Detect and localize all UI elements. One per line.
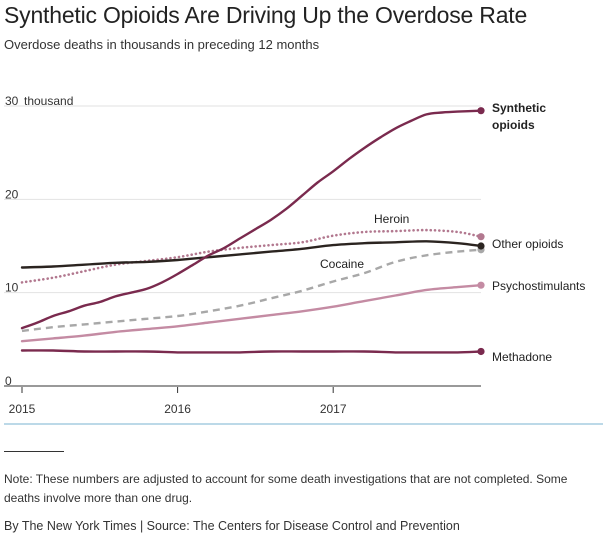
series-label-cocaine: Cocaine: [320, 257, 364, 271]
chart-subtitle: Overdose deaths in thousands in precedin…: [4, 37, 320, 52]
y-unit-label: thousand: [24, 94, 73, 108]
y-tick-label: 10: [5, 281, 19, 295]
chart-title: Synthetic Opioids Are Driving Up the Ove…: [4, 2, 528, 28]
x-tick-label: 2015: [9, 402, 36, 416]
footnote-divider: [4, 451, 64, 452]
series-label-heroin: Heroin: [374, 212, 409, 226]
series-line-other-opioids: [20, 240, 483, 269]
series-end-marker-methadone: [477, 347, 485, 356]
y-tick-label: 30: [5, 94, 19, 108]
y-tick-label: 20: [5, 187, 19, 201]
series-line-cocaine: [21, 248, 482, 333]
series-end-marker-other-opioids: [477, 242, 485, 250]
source-credit: By The New York Times | Source: The Cent…: [4, 519, 460, 533]
y-tick-label: 0: [5, 374, 12, 388]
series-line-synthetic-opioids: [20, 109, 483, 330]
series-label-synthetic-opioids: Synthetic opioids: [492, 101, 546, 132]
series-end-marker-synthetic-opioids: [477, 107, 485, 115]
series-line-heroin: [20, 228, 483, 284]
series-end-marker-psychostimulants: [477, 281, 485, 289]
series-label-other-opioids: Other opioids: [492, 237, 563, 251]
x-tick-label: 2016: [164, 402, 191, 416]
x-tick-label: 2017: [320, 402, 347, 416]
series-line-psychostimulants: [20, 284, 483, 343]
footnote: Note: These numbers are adjusted to acco…: [4, 472, 568, 505]
series-end-marker-heroin: [477, 233, 485, 241]
series-label-psychostimulants: Psychostimulants: [492, 279, 585, 293]
series-line-methadone: [20, 349, 483, 354]
series-label-methadone: Methadone: [492, 350, 552, 364]
